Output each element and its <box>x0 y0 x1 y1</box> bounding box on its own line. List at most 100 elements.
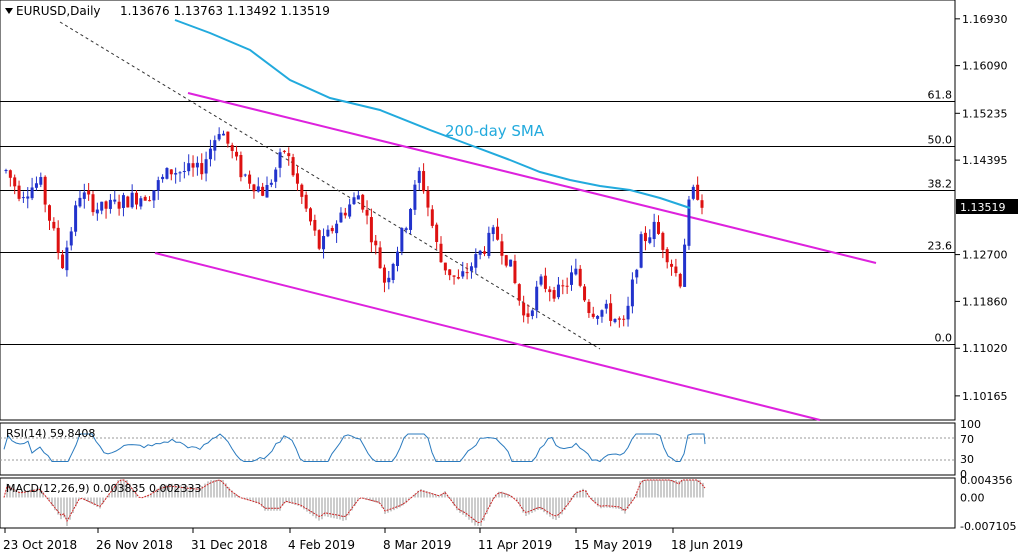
candle-body <box>483 251 486 254</box>
candle-body <box>574 268 578 275</box>
channel-lower-line <box>154 252 821 421</box>
channel-upper-line <box>187 92 877 264</box>
candle-body <box>404 228 408 230</box>
main-pane: 61.8 50.0 38.2 23.6 0.0 200-day SMA EURUSD,D… <box>0 0 956 421</box>
candle-body <box>309 208 312 222</box>
candle-body <box>369 217 373 243</box>
candle-body <box>230 145 234 151</box>
candle-body <box>517 284 521 301</box>
candle-body <box>643 232 647 242</box>
candle-body <box>108 199 112 209</box>
candle-body <box>274 169 278 182</box>
candle-body <box>313 219 317 231</box>
candle-body <box>195 162 199 168</box>
candle-body <box>400 228 404 252</box>
candle-body <box>130 192 134 208</box>
macd-label: MACD(12,26,9) 0.003835 0.002333 <box>6 482 202 495</box>
price-tick-label: 1.11020 <box>962 342 1008 355</box>
candle-body <box>700 200 704 208</box>
candle-body <box>339 212 343 223</box>
candle-body <box>678 273 682 287</box>
candle-body <box>565 285 569 287</box>
candle-body <box>426 190 430 208</box>
candle-body <box>591 313 595 317</box>
candle-body <box>269 182 273 185</box>
candle-body <box>448 269 452 276</box>
candle-body <box>526 313 530 317</box>
fib-label: 50.0 <box>928 134 953 147</box>
candle-body <box>382 267 386 283</box>
candle-body <box>670 263 674 267</box>
candle-body <box>56 227 60 253</box>
candle-body <box>139 198 143 207</box>
candle-body <box>34 183 38 188</box>
candle-body <box>126 196 130 208</box>
candle-body <box>535 286 539 311</box>
current-price-box <box>956 199 1018 214</box>
date-label: 4 Feb 2019 <box>288 538 355 552</box>
candle-body <box>596 315 600 319</box>
candle-body <box>265 185 269 198</box>
current-price-text: 1.13519 <box>960 201 1006 214</box>
candle-body <box>235 151 239 157</box>
candle-body <box>456 277 460 279</box>
channel-lines <box>59 21 877 421</box>
candle-body <box>617 318 621 320</box>
candle-body <box>78 197 82 207</box>
candle-body <box>352 197 356 205</box>
current-price-tag: 1.13519 <box>956 199 1018 214</box>
candle-body <box>256 186 260 192</box>
candle-body <box>191 163 195 168</box>
candle-body <box>17 185 21 199</box>
candle-body <box>26 196 30 199</box>
price-tick-label: 1.12700 <box>962 249 1008 262</box>
symbol-label: EURUSD,Daily <box>16 4 101 18</box>
candle-body <box>435 224 439 242</box>
candle-body <box>504 255 508 266</box>
sma-200-line <box>174 19 691 209</box>
candle-body <box>226 131 230 144</box>
candle-body <box>561 285 565 287</box>
candle-body <box>361 194 365 210</box>
candle-body <box>304 194 308 209</box>
macd-axis: 0.004356 0.00 -0.007105 <box>960 474 1016 533</box>
candle-body <box>417 170 421 183</box>
rsi-pane: RSI(14) 59.8408 <box>0 422 956 476</box>
candle-body <box>39 177 43 185</box>
candle-body <box>161 176 165 180</box>
candle-body <box>217 134 221 140</box>
candle-body <box>174 173 178 175</box>
rsi-axis: 100 70 30 0 <box>960 418 981 481</box>
ohlc-values: 1.13676 1.13763 1.13492 1.13519 <box>120 4 330 18</box>
candle-body <box>543 275 547 289</box>
candle-body <box>317 230 321 249</box>
candle-body <box>413 184 417 210</box>
candle-body <box>165 168 169 179</box>
candle-body <box>74 205 78 232</box>
candle-body <box>396 251 399 266</box>
candle-body <box>665 249 669 263</box>
candle-body <box>287 153 291 157</box>
date-label: 31 Dec 2018 <box>191 538 268 552</box>
candle-body <box>491 227 495 235</box>
candle-body <box>104 201 108 209</box>
rsi-tick-label: 30 <box>960 453 974 466</box>
date-label: 15 May 2019 <box>574 538 652 552</box>
candle-body <box>583 286 587 301</box>
fib-label: 0.0 <box>935 332 953 345</box>
candle-body <box>182 171 186 173</box>
collapse-triangle-icon[interactable] <box>5 8 13 14</box>
candle-body <box>478 250 482 255</box>
price-tick-label: 1.15235 <box>962 107 1008 120</box>
candle-body <box>648 237 652 243</box>
candle-body <box>113 199 117 202</box>
candle-body <box>683 244 687 287</box>
date-label: 11 Apr 2019 <box>478 538 552 552</box>
candle-body <box>539 276 543 285</box>
candle-body <box>409 208 413 230</box>
candle-body <box>300 184 304 197</box>
rsi-tick-label: 0 <box>960 468 967 481</box>
candle-body <box>143 196 147 201</box>
candle-body <box>639 234 643 268</box>
